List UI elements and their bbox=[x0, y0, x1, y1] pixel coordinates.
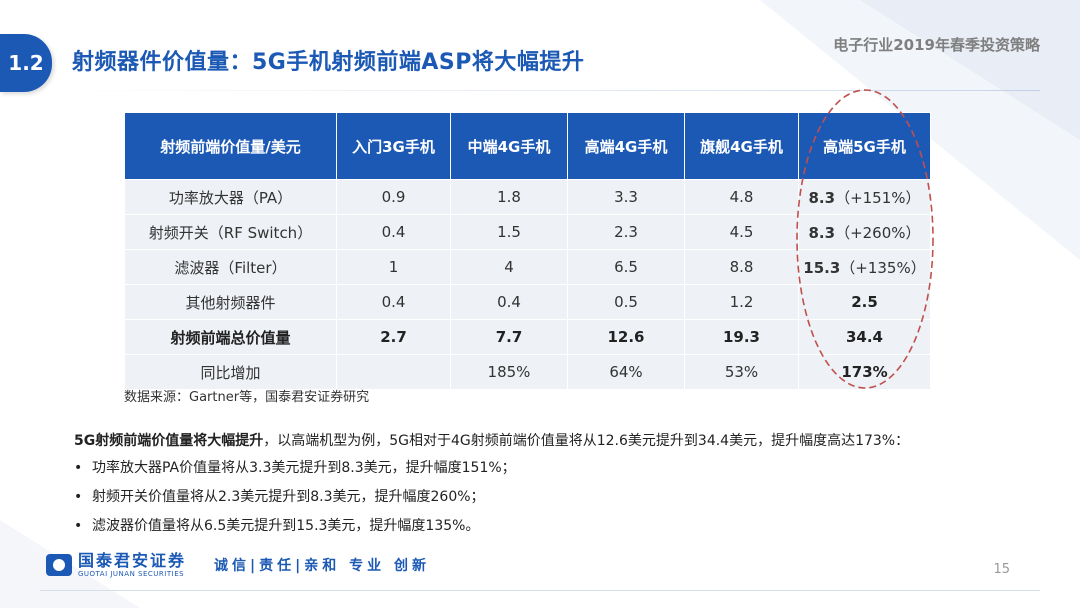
table-row: 其他射频器件 0.4 0.4 0.5 1.2 2.5 bbox=[124, 284, 931, 320]
table-row: 射频开关（RF Switch） 0.4 1.5 2.3 4.5 8.3（+260… bbox=[124, 214, 931, 250]
header-divider bbox=[40, 90, 1040, 91]
table-cell: 2.3 bbox=[567, 214, 685, 250]
row-label: 其他射频器件 bbox=[124, 284, 337, 320]
table-row: 功率放大器（PA） 0.9 1.8 3.3 4.8 8.3（+151%） bbox=[124, 179, 931, 215]
table-cell: 12.6 bbox=[567, 319, 685, 355]
column-header: 中端4G手机 bbox=[450, 112, 568, 180]
row-label: 滤波器（Filter） bbox=[124, 249, 337, 285]
g5-growth-note: （+260%） bbox=[835, 223, 921, 242]
footer-divider bbox=[40, 590, 1040, 591]
table-cell: 6.5 bbox=[567, 249, 685, 285]
page-title: 射频器件价值量：5G手机射频前端ASP将大幅提升 bbox=[72, 50, 585, 75]
column-header: 高端5G手机 bbox=[798, 112, 931, 180]
table-row: 滤波器（Filter） 1 4 6.5 8.8 15.3（+135%） bbox=[124, 249, 931, 285]
list-item: • 射频开关价值量将从2.3美元提升到8.3美元，提升幅度260%； bbox=[74, 487, 516, 516]
g5-growth-note: （+135%） bbox=[840, 258, 926, 277]
table-row-total: 射频前端总价值量 2.7 7.7 12.6 19.3 34.4 bbox=[124, 319, 931, 355]
table-cell: 0.5 bbox=[567, 284, 685, 320]
table-cell: 53% bbox=[684, 354, 799, 390]
column-header: 旗舰4G手机 bbox=[684, 112, 799, 180]
bullet-text: 滤波器价值量将从6.5美元提升到15.3美元，提升幅度135%。 bbox=[92, 518, 480, 534]
table-cell: 64% bbox=[567, 354, 685, 390]
table-cell: 7.7 bbox=[450, 319, 568, 355]
column-header: 入门3G手机 bbox=[336, 112, 451, 180]
summary-rest: ，以高端机型为例，5G相对于4G射频前端价值量将从12.6美元提升到34.4美元… bbox=[263, 433, 910, 449]
bullet-dot: • bbox=[74, 518, 83, 534]
bullet-text: 功率放大器PA价值量将从3.3美元提升到8.3美元，提升幅度151%； bbox=[92, 460, 516, 476]
page-number: 15 bbox=[993, 562, 1010, 577]
row-label: 射频前端总价值量 bbox=[124, 319, 337, 355]
list-item: • 功率放大器PA价值量将从3.3美元提升到8.3美元，提升幅度151%； bbox=[74, 458, 516, 487]
table-cell: 4 bbox=[450, 249, 568, 285]
bullet-dot: • bbox=[74, 489, 83, 505]
bullet-dot: • bbox=[74, 460, 83, 476]
column-header: 射频前端价值量/美元 bbox=[124, 112, 337, 180]
column-header: 高端4G手机 bbox=[567, 112, 685, 180]
table-cell: 4.5 bbox=[684, 214, 799, 250]
table-cell: 3.3 bbox=[567, 179, 685, 215]
g5-growth-note: （+151%） bbox=[835, 188, 921, 207]
table-cell: 1.2 bbox=[684, 284, 799, 320]
table-cell-5g: 15.3（+135%） bbox=[798, 249, 931, 285]
table-cell-5g: 2.5 bbox=[798, 284, 931, 320]
table-cell-5g: 34.4 bbox=[798, 319, 931, 355]
table-cell: 185% bbox=[450, 354, 568, 390]
rf-value-table: 射频前端价值量/美元 入门3G手机 中端4G手机 高端4G手机 旗舰4G手机 高… bbox=[124, 112, 931, 390]
table-cell: 0.4 bbox=[336, 214, 451, 250]
logo-name-en: GUOTAI JUNAN SECURITIES bbox=[78, 570, 185, 578]
section-number-badge: 1.2 bbox=[0, 34, 52, 92]
table-row: 同比增加 185% 64% 53% 173% bbox=[124, 354, 931, 390]
table-cell-5g: 173% bbox=[798, 354, 931, 390]
table-cell: 1.8 bbox=[450, 179, 568, 215]
table-cell: 2.7 bbox=[336, 319, 451, 355]
row-label: 同比增加 bbox=[124, 354, 337, 390]
row-label: 射频开关（RF Switch） bbox=[124, 214, 337, 250]
table-cell: 0.4 bbox=[450, 284, 568, 320]
bullet-text: 射频开关价值量将从2.3美元提升到8.3美元，提升幅度260%； bbox=[92, 489, 485, 505]
company-slogan: 诚信|责任|亲和 专业 创新 bbox=[214, 558, 430, 574]
row-label: 功率放大器（PA） bbox=[124, 179, 337, 215]
summary-text: 5G射频前端价值量将大幅提升，以高端机型为例，5G相对于4G射频前端价值量将从1… bbox=[74, 430, 909, 450]
report-title: 电子行业2019年春季投资策略 bbox=[833, 36, 1040, 54]
table-header-row: 射频前端价值量/美元 入门3G手机 中端4G手机 高端4G手机 旗舰4G手机 高… bbox=[124, 112, 931, 180]
company-logo: 国泰君安证券 GUOTAI JUNAN SECURITIES bbox=[46, 552, 186, 578]
logo-name-cn: 国泰君安证券 bbox=[78, 551, 187, 570]
list-item: • 滤波器价值量将从6.5美元提升到15.3美元，提升幅度135%。 bbox=[74, 516, 516, 545]
table-cell: 8.8 bbox=[684, 249, 799, 285]
bullet-list: • 功率放大器PA价值量将从3.3美元提升到8.3美元，提升幅度151%； • 射频… bbox=[74, 458, 516, 545]
g5-value: 8.3 bbox=[808, 223, 836, 242]
table-cell-5g: 8.3（+260%） bbox=[798, 214, 931, 250]
table-cell: 1.5 bbox=[450, 214, 568, 250]
g5-value: 8.3 bbox=[808, 188, 836, 207]
logo-icon bbox=[46, 554, 72, 576]
table-cell: 19.3 bbox=[684, 319, 799, 355]
table-cell bbox=[336, 354, 451, 390]
table-cell-5g: 8.3（+151%） bbox=[798, 179, 931, 215]
table-cell: 1 bbox=[336, 249, 451, 285]
table-cell: 0.4 bbox=[336, 284, 451, 320]
data-source-note: 数据来源：Gartner等，国泰君安证券研究 bbox=[124, 390, 370, 405]
table-cell: 0.9 bbox=[336, 179, 451, 215]
g5-value: 15.3 bbox=[803, 258, 841, 277]
summary-bold: 5G射频前端价值量将大幅提升 bbox=[74, 433, 264, 449]
table-cell: 4.8 bbox=[684, 179, 799, 215]
